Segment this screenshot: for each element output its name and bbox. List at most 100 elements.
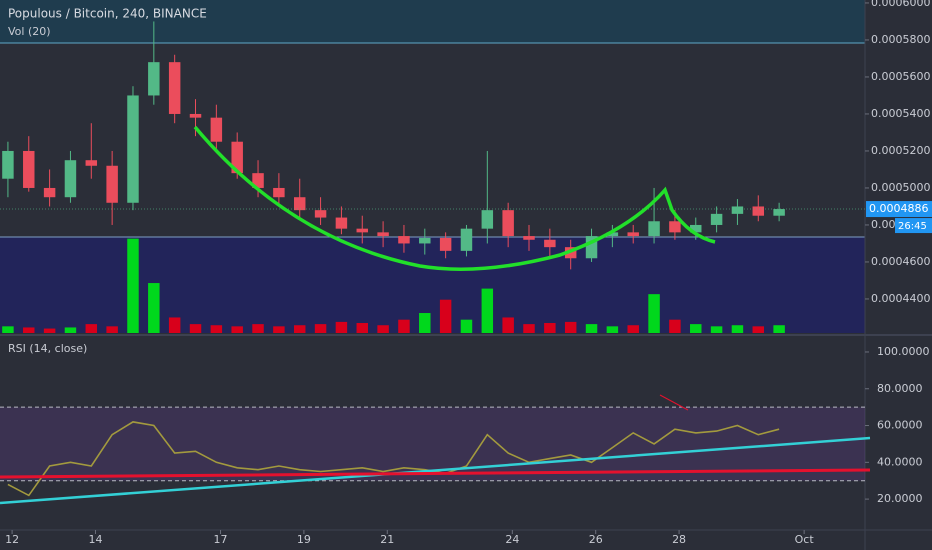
y-tick-label: 100.0000 [877, 345, 930, 358]
x-tick-label: 12 [5, 533, 19, 546]
x-tick-label: 14 [88, 533, 102, 546]
candle-body [752, 206, 765, 216]
trend-line [0, 436, 871, 505]
volume-bar [669, 319, 681, 333]
volume-bar [85, 324, 98, 333]
volume-bar [127, 238, 139, 333]
y-tick-label: 60.0000 [877, 419, 923, 432]
y-tick-label: 0.0005200 [871, 144, 931, 157]
volume-bar [773, 325, 785, 333]
x-tick-label: 17 [214, 533, 228, 546]
candle-body [481, 210, 494, 229]
y-tick-label: 0.0005000 [871, 181, 931, 194]
volume-bar [419, 313, 431, 333]
candle-body [648, 221, 660, 237]
candle-body [148, 62, 160, 96]
volume-bar [710, 326, 723, 333]
y-tick-label: 0.0006000 [871, 0, 931, 9]
volume-bar [314, 324, 327, 333]
candle-body [127, 95, 139, 203]
x-tick-label: 21 [380, 533, 394, 546]
chart-title: Populous / Bitcoin, 240, BINANCE [8, 7, 207, 21]
volume-bar [585, 324, 598, 333]
volume-bar [293, 325, 306, 333]
x-tick-label: 28 [672, 533, 686, 546]
candle-body [64, 160, 77, 198]
candle-body [23, 150, 35, 188]
candle-body [231, 141, 243, 174]
candle-body [189, 113, 202, 118]
volume-bar [106, 326, 118, 333]
countdown-tag [895, 218, 932, 234]
volume-bar [210, 325, 223, 333]
candle-body [439, 237, 452, 251]
candle-body [85, 160, 98, 166]
rsi-title: RSI (14, close) [8, 342, 87, 355]
y-tick-label: 80.0000 [877, 382, 923, 395]
volume-bar [690, 324, 702, 333]
price-tag [866, 201, 932, 218]
zone-bottom [0, 237, 865, 333]
candle-body [460, 228, 473, 251]
volume-bar [252, 324, 264, 333]
candle-body [690, 224, 702, 233]
x-tick-label: 19 [297, 533, 311, 546]
candle-body [773, 209, 785, 216]
volume-bar [564, 321, 577, 333]
volume-bar [64, 327, 77, 333]
x-tick-label: 26 [589, 533, 603, 546]
volume-bar [460, 319, 473, 333]
volume-bar [335, 321, 348, 333]
volume-bar [648, 294, 660, 333]
volume-bar [439, 299, 452, 333]
candle-body [356, 228, 368, 233]
rsi-pane: 100.0000 80.0000 60.0000 40.0000 20.0000 [0, 345, 930, 505]
volume-bar [148, 283, 160, 333]
volume-bar [731, 325, 744, 333]
candle-body [710, 213, 723, 225]
volume-bar [502, 317, 514, 333]
y-tick-label: 0.0005800 [871, 33, 931, 46]
volume-label: Vol (20) [8, 25, 51, 38]
volume-bar [168, 317, 181, 333]
volume-bar [231, 326, 243, 333]
x-tick-label: Oct [795, 533, 815, 546]
volume-bar [43, 328, 56, 333]
x-tick-label: 24 [505, 533, 519, 546]
volume-bar [627, 325, 639, 333]
y-tick-label: 0.0005600 [871, 70, 931, 83]
price-tag-label: 0.0004886 [869, 202, 929, 215]
countdown-label: 26:45 [898, 221, 927, 232]
rsi-band-fill [0, 407, 865, 481]
candle-body [106, 165, 118, 203]
candle-body [252, 173, 264, 188]
trend-line [659, 394, 689, 411]
volume-bar [606, 326, 619, 333]
candle-body [377, 232, 389, 237]
volume-bar [398, 319, 410, 333]
zone-top [0, 0, 865, 43]
volume-bar [2, 326, 14, 333]
candle-body [210, 117, 223, 142]
volume-bar [481, 288, 494, 333]
trend-line [0, 468, 871, 479]
candle-body [2, 150, 14, 179]
candle-body [419, 237, 431, 244]
cup-drawing [193, 125, 716, 271]
candle-body [731, 206, 744, 214]
candle-body [43, 187, 56, 198]
volume-bar [23, 327, 35, 333]
volume-bar [189, 324, 202, 333]
y-tick-label: 0.0004600 [871, 255, 931, 268]
candle-body [293, 197, 306, 211]
candle-body [523, 236, 535, 240]
candle-body [627, 232, 639, 237]
candle-body [273, 187, 285, 198]
volume-bar [523, 324, 535, 333]
y-tick-label: 0.0005400 [871, 107, 931, 120]
y-tick-label: 0.0004400 [871, 292, 931, 305]
volume-bar [356, 323, 368, 333]
y-tick-label: 40.0000 [877, 455, 923, 468]
